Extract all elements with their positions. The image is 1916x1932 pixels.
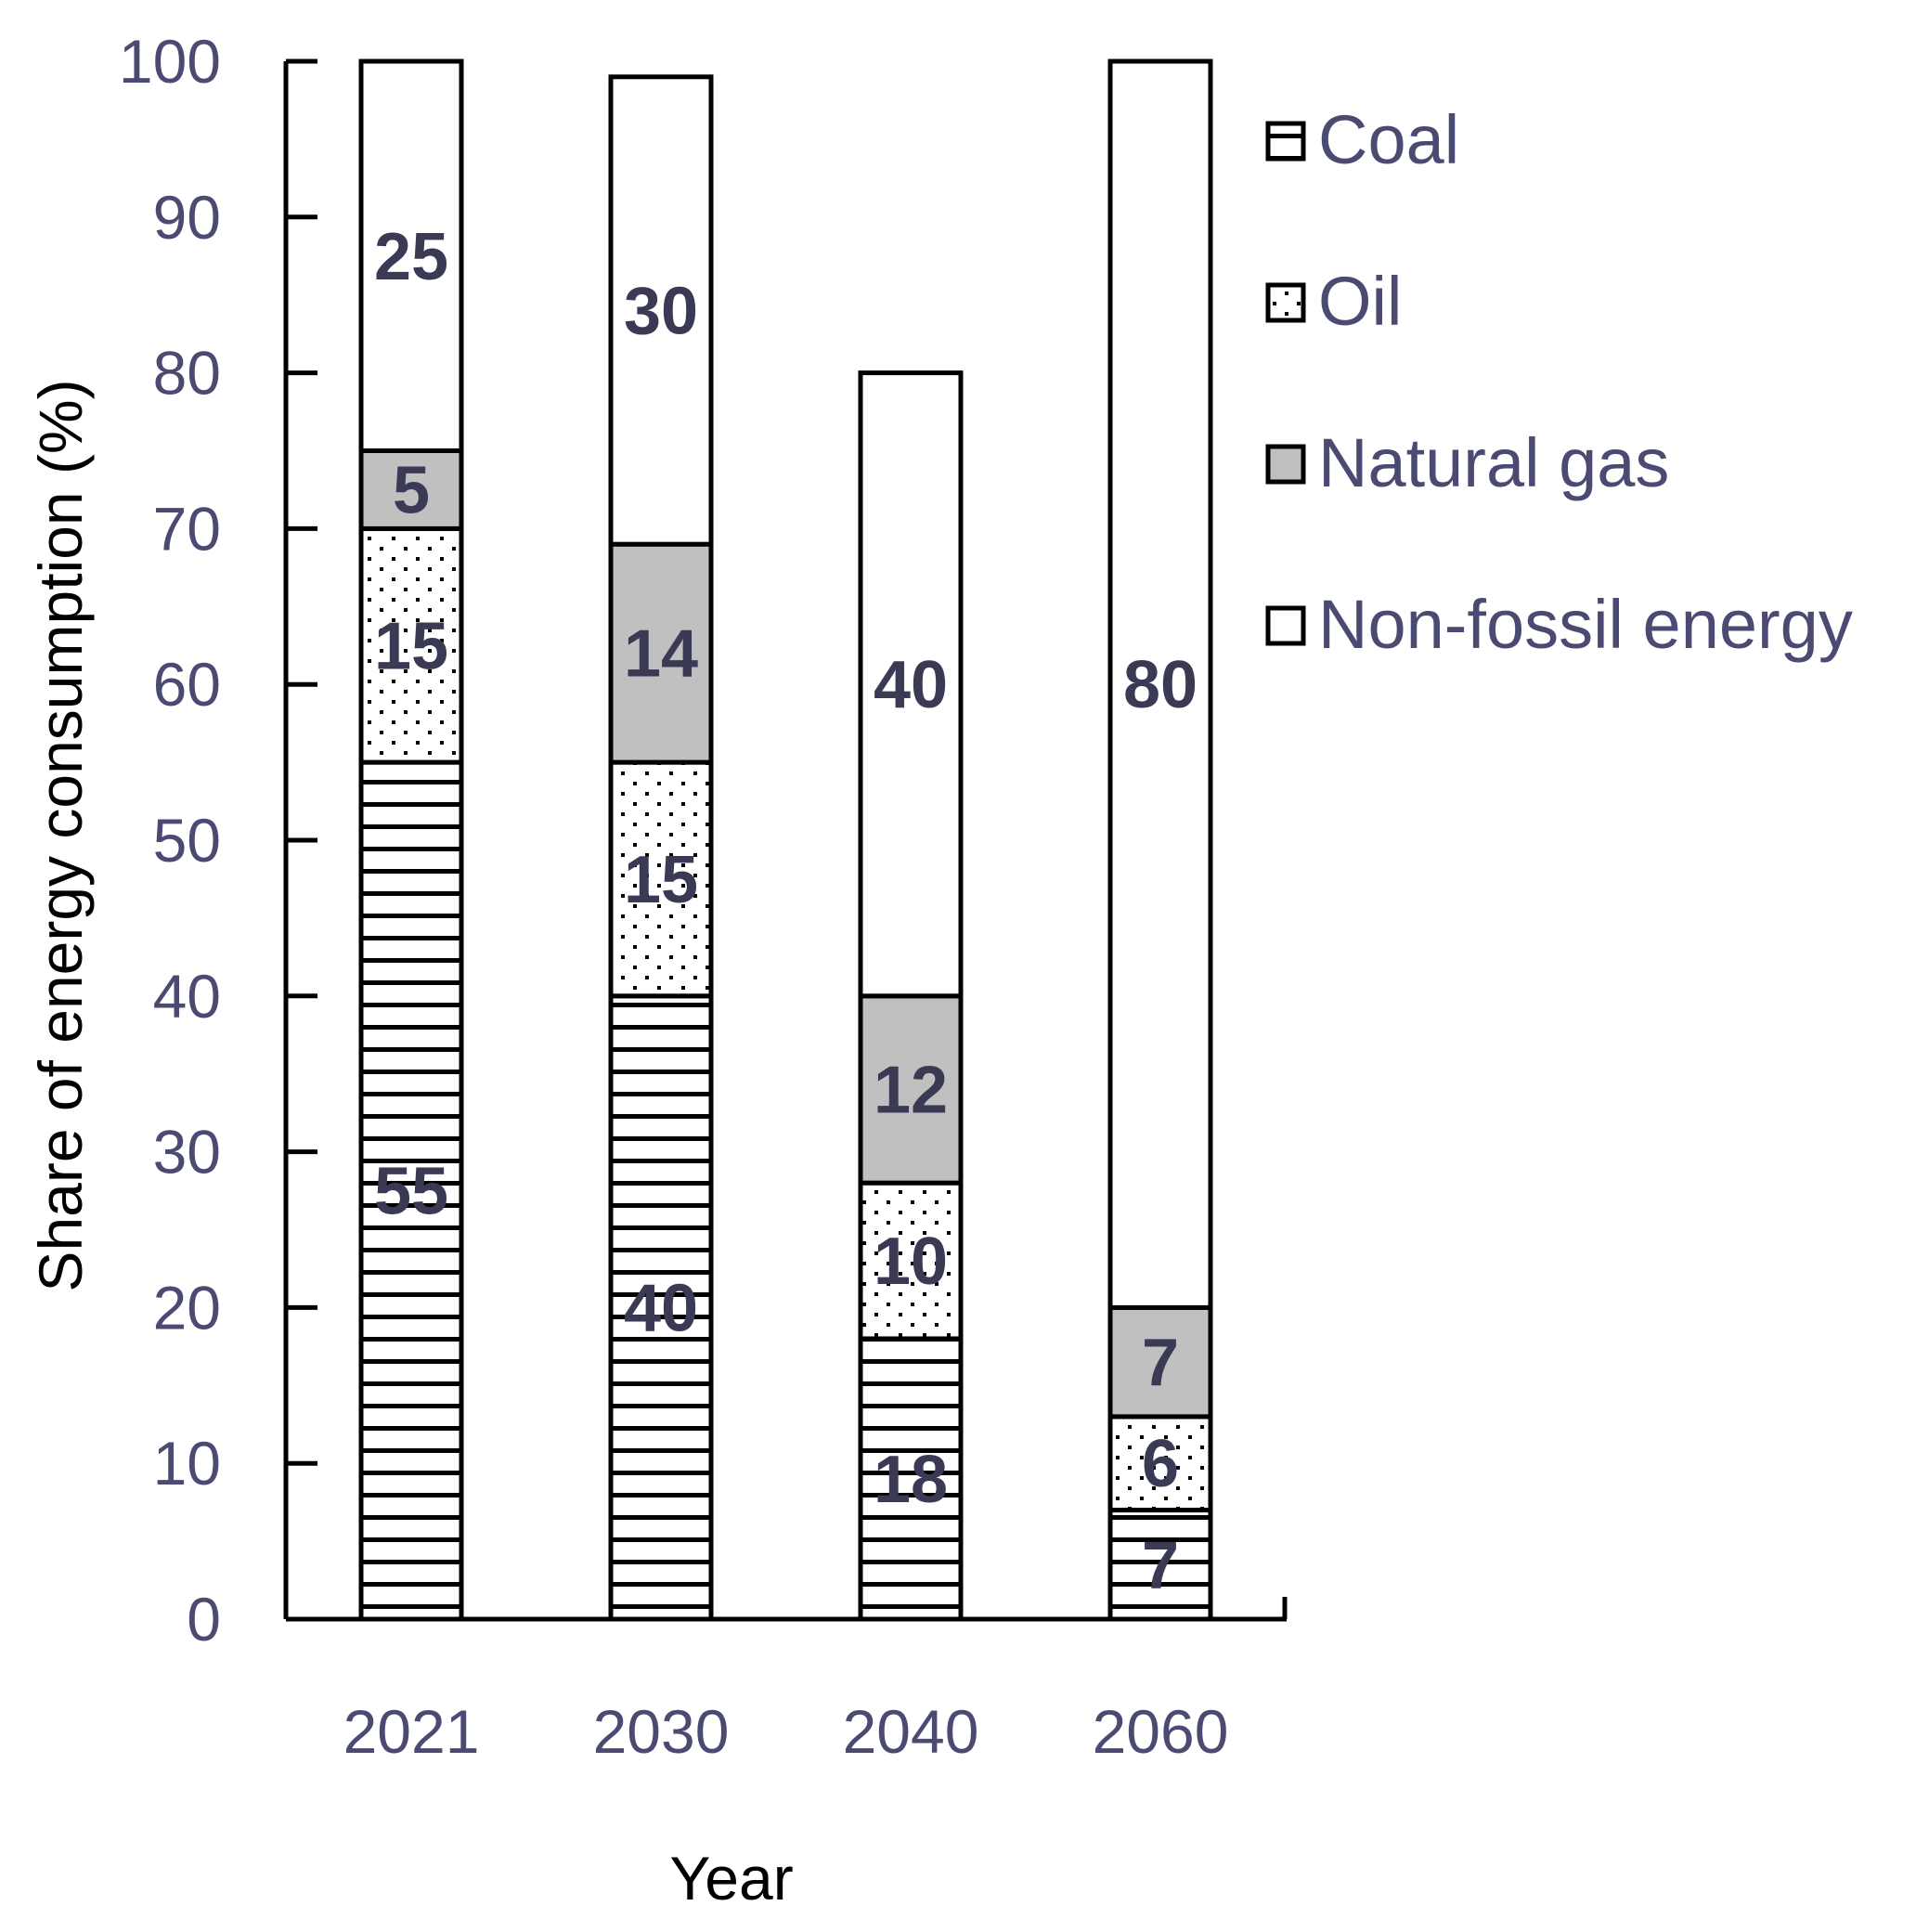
legend-swatch (1265, 444, 1306, 485)
x-tick-label: 2040 (843, 1697, 979, 1766)
bar-segment-non-fossil-energy (1107, 58, 1213, 1310)
legend-label: Natural gas (1318, 424, 1669, 501)
data-labels: 55 15 5 25 40 15 14 30 18 10 12 40 7 6 7 80 (374, 220, 1198, 1603)
data-label: 15 (374, 609, 448, 683)
data-label: 80 (1123, 648, 1198, 722)
bar-segment-non-fossil-energy (608, 74, 714, 547)
x-axis-title: Year (669, 1844, 793, 1913)
bar-segment-natural-gas (858, 993, 964, 1186)
y-tick-label: 30 (153, 1118, 221, 1186)
x-tick-label: 2021 (343, 1697, 480, 1766)
legend-label: Coal (1318, 101, 1459, 178)
legend-swatch (1265, 282, 1306, 323)
y-tick-label: 20 (153, 1273, 221, 1342)
data-label: 14 (624, 617, 698, 692)
data-label: 12 (874, 1053, 948, 1127)
data-label: 5 (393, 453, 430, 527)
y-tick-label: 0 (187, 1585, 221, 1653)
legend-label: Oil (1318, 263, 1402, 340)
data-label: 7 (1142, 1528, 1179, 1602)
x-tick-label: 2060 (1093, 1697, 1229, 1766)
legend-label: Non-fossil energy (1318, 586, 1853, 663)
x-tick-label: 2030 (593, 1697, 730, 1766)
data-label: 6 (1142, 1427, 1179, 1501)
bar-segment-coal (858, 1336, 964, 1622)
bar-segment-coal (358, 759, 464, 1622)
data-label: 40 (624, 1271, 698, 1345)
bar-segment-oil (608, 759, 714, 999)
y-tick-label: 70 (153, 494, 221, 563)
data-label: 10 (874, 1225, 948, 1299)
y-tick-label: 10 (153, 1429, 221, 1498)
data-label: 30 (624, 274, 698, 348)
data-label: 15 (624, 843, 698, 917)
bar-segment-oil (858, 1180, 964, 1342)
legend: Coal Oil Natural gas Non-fossil energy (1265, 101, 1853, 663)
data-label: 7 (1142, 1326, 1179, 1400)
bars (358, 58, 1213, 1622)
bar-segment-coal (1107, 1508, 1213, 1622)
bar-segment-coal (608, 993, 714, 1622)
bar-segment-natural-gas (358, 448, 464, 531)
legend-swatch (1265, 121, 1306, 162)
data-label: 40 (874, 648, 948, 722)
bar-segment-non-fossil-energy (858, 370, 964, 999)
y-tick-label: 100 (119, 27, 221, 96)
data-label: 55 (374, 1155, 448, 1229)
bar-segment-non-fossil-energy (358, 58, 464, 453)
legend-swatch (1265, 605, 1306, 646)
y-tick-label: 60 (153, 650, 221, 719)
data-label: 18 (874, 1443, 948, 1517)
y-axis-title: Share of energy consumption (%) (26, 379, 95, 1291)
bar-segment-oil (358, 525, 464, 765)
y-tick-label: 40 (153, 962, 221, 1031)
y-tick-label: 80 (153, 339, 221, 408)
y-tick-label: 50 (153, 806, 221, 875)
data-label: 25 (374, 220, 448, 294)
y-tick-label: 90 (153, 183, 221, 252)
